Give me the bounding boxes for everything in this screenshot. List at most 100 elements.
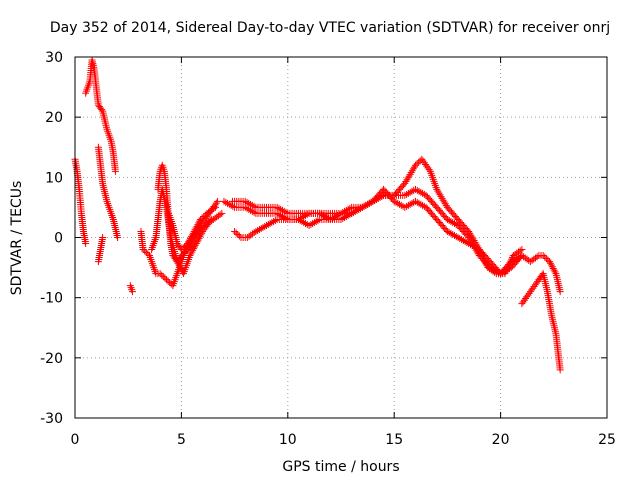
- data-point: [271, 216, 279, 224]
- y-tick-label: -10: [40, 291, 63, 307]
- data-point: [358, 203, 366, 211]
- y-tick-label: 30: [45, 50, 63, 66]
- data-point: [307, 220, 315, 228]
- data-point: [264, 220, 272, 228]
- data-point: [413, 186, 421, 194]
- data-point: [376, 193, 384, 201]
- data-point: [342, 212, 350, 220]
- data-point: [541, 253, 549, 261]
- data-point: [353, 206, 361, 214]
- data-point: [259, 223, 267, 231]
- data-point: [309, 219, 317, 227]
- data-point: [476, 247, 484, 255]
- x-tick-label: 5: [177, 432, 186, 448]
- data-point: [415, 199, 423, 207]
- data-point: [189, 246, 197, 254]
- data-point: [255, 225, 263, 233]
- data-point: [82, 240, 90, 248]
- y-tick-label: 10: [45, 170, 63, 186]
- data-point: [190, 245, 198, 253]
- data-point: [518, 246, 526, 254]
- data-point: [364, 200, 372, 208]
- data-point: [548, 263, 556, 271]
- data-point: [503, 266, 511, 274]
- data-point: [406, 170, 414, 178]
- data-point: [159, 273, 167, 281]
- data-point: [445, 228, 453, 236]
- data-point: [477, 249, 485, 257]
- data-point: [447, 229, 455, 237]
- data-point: [128, 288, 136, 296]
- data-point: [413, 160, 421, 168]
- data-point: [111, 167, 119, 175]
- data-point: [188, 248, 196, 256]
- data-point: [257, 224, 265, 232]
- data-point: [449, 218, 457, 226]
- data-point: [330, 213, 338, 221]
- data-point: [445, 216, 453, 224]
- data-point: [166, 279, 174, 287]
- data-point: [177, 252, 185, 260]
- data-point: [346, 204, 354, 212]
- data-point: [197, 231, 205, 239]
- series-arc-b: [82, 56, 119, 175]
- data-point: [337, 215, 345, 223]
- data-point: [404, 189, 412, 197]
- data-point: [419, 201, 427, 209]
- data-point: [344, 205, 352, 213]
- data-point: [396, 200, 404, 208]
- data-point: [506, 259, 514, 267]
- data-point: [234, 230, 242, 238]
- series-arc-e: [126, 282, 136, 296]
- data-point: [156, 270, 164, 278]
- series-arc-c: [94, 143, 122, 241]
- series-arc-l: [228, 155, 526, 278]
- x-axis-label: GPS time / hours: [282, 459, 399, 475]
- data-point: [401, 203, 409, 211]
- data-point: [469, 235, 477, 243]
- data-point: [98, 106, 106, 114]
- data-point: [533, 253, 541, 261]
- series-arc-m: [509, 252, 564, 296]
- data-point: [321, 212, 329, 220]
- data-point: [547, 261, 555, 269]
- data-point: [222, 198, 230, 206]
- series-arc-h: [148, 185, 215, 278]
- data-point: [277, 211, 285, 219]
- data-point: [401, 179, 409, 187]
- data-point: [556, 366, 564, 374]
- plot-frame: [74, 56, 608, 419]
- y-tick-label: 20: [45, 110, 63, 126]
- data-point: [351, 207, 359, 215]
- data-point: [232, 229, 240, 237]
- data-point: [275, 204, 283, 212]
- data-point: [282, 208, 290, 216]
- data-point: [471, 238, 479, 246]
- series-arc-a: [71, 155, 90, 248]
- data-point: [179, 244, 187, 252]
- data-point: [177, 246, 185, 254]
- data-point: [179, 250, 187, 258]
- data-point: [474, 244, 482, 252]
- data-point: [184, 246, 192, 254]
- data-point: [425, 166, 433, 174]
- data-point: [411, 197, 419, 205]
- series-arc-n: [518, 270, 564, 374]
- data-point: [250, 202, 258, 210]
- data-point: [459, 237, 467, 245]
- data-point: [243, 198, 251, 206]
- data-point: [542, 255, 550, 263]
- data-point: [556, 288, 564, 296]
- data-point: [406, 200, 414, 208]
- data-point: [468, 233, 476, 241]
- data-point: [263, 221, 271, 229]
- data-point: [141, 247, 149, 255]
- data-point: [139, 246, 147, 254]
- data-point: [472, 240, 480, 248]
- data-point: [225, 200, 233, 208]
- data-point: [441, 200, 449, 208]
- axis-ticks: 0 5 10 15 20 25 -30 -20 -10 0 10 20 30: [40, 50, 616, 448]
- data-point: [224, 199, 232, 207]
- data-point: [452, 232, 460, 240]
- data-point: [394, 199, 402, 207]
